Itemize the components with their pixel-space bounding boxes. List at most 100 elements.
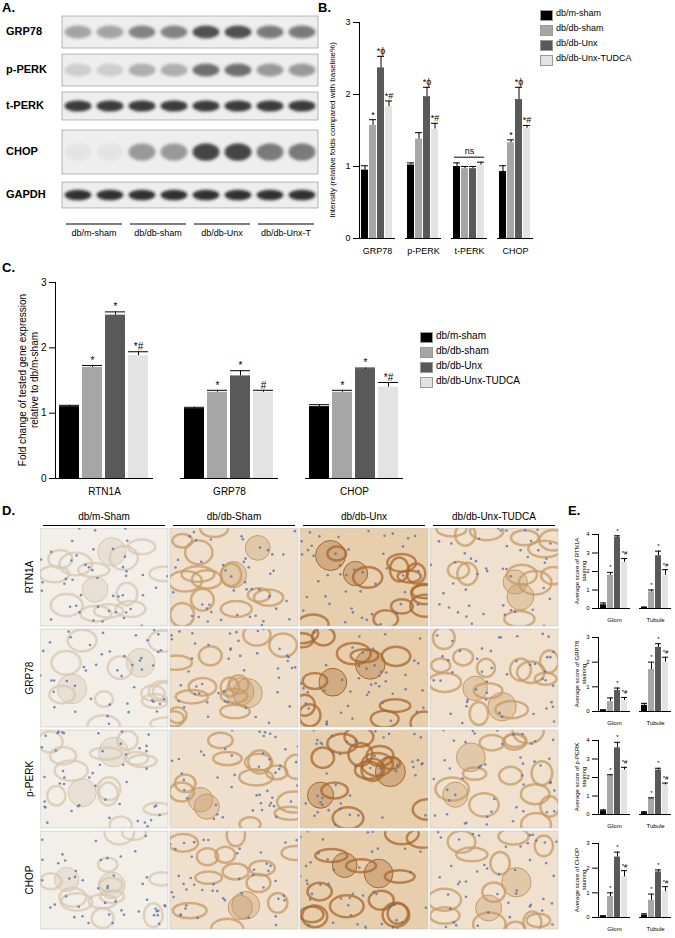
html-text:Average score of GRP78 stainin: Average score of GRP78 staining (574, 640, 587, 708)
svg-text:*ϕ: *ϕ (515, 77, 524, 87)
svg-text:*: * (650, 886, 653, 892)
html-text:Average score of CHOP staining: Average score of CHOP staining (574, 847, 587, 913)
svg-text:*: * (216, 380, 220, 391)
svg-text:#: # (261, 380, 267, 391)
svg-text:*#: *# (622, 759, 628, 765)
svg-text:*: * (239, 360, 243, 371)
html-text:E.: E. (568, 503, 581, 518)
svg-text:Glom: Glom (607, 720, 621, 726)
svg-text:*#: *# (663, 879, 669, 885)
svg-text:3: 3 (345, 17, 350, 27)
svg-text:3: 3 (586, 634, 590, 640)
html-text:CHOP: CHOP (6, 145, 38, 157)
svg-text:CHOP: CHOP (502, 246, 528, 256)
html-text:Fold change of tested gene exp: Fold change of tested gene expression re… (16, 293, 39, 467)
svg-text:GRP78: GRP78 (363, 246, 393, 256)
svg-text:4: 4 (586, 531, 590, 537)
svg-text:Tubule: Tubule (646, 617, 665, 623)
svg-text:3: 3 (586, 840, 590, 846)
svg-text:3: 3 (41, 277, 47, 288)
html-text:Average score of RTN1A stainin: Average score of RTN1A staining (574, 537, 587, 605)
svg-text:Tubule: Tubule (646, 823, 665, 829)
svg-text:1: 1 (586, 684, 590, 690)
svg-text:*ϕ: *ϕ (377, 46, 386, 56)
svg-text:*: * (509, 130, 513, 140)
svg-text:*#: *# (622, 689, 628, 695)
html-text:A.: A. (2, 0, 15, 15)
svg-text:0: 0 (41, 473, 47, 484)
svg-text:*: * (609, 885, 612, 891)
svg-text:*: * (609, 564, 612, 570)
html-text:p-PERK: p-PERK (6, 63, 47, 75)
svg-text:*: * (609, 767, 612, 773)
svg-text:*#: *# (523, 115, 532, 125)
svg-text:RTN1A: RTN1A (88, 486, 121, 497)
svg-text:3: 3 (586, 550, 590, 556)
svg-text:0: 0 (345, 233, 350, 243)
svg-text:4: 4 (586, 737, 590, 743)
svg-text:Tubule: Tubule (646, 720, 665, 726)
svg-text:*#: *# (622, 863, 628, 869)
svg-text:*: * (616, 528, 619, 534)
svg-text:CHOP: CHOP (340, 486, 369, 497)
svg-text:*: * (650, 654, 653, 660)
html-text:GAPDH: GAPDH (6, 188, 46, 200)
html-text:t-PERK: t-PERK (6, 99, 44, 111)
svg-text:*: * (616, 844, 619, 850)
html-text:db/db-sham: db/db-sham (436, 345, 489, 356)
svg-text:Glom: Glom (607, 617, 621, 623)
svg-text:*#: *# (134, 341, 144, 352)
html-text:B.: B. (318, 0, 331, 15)
svg-text:*: * (114, 301, 118, 312)
html-text:db/m-sham: db/m-sham (436, 330, 486, 341)
svg-text:*: * (364, 357, 368, 368)
html-text:CHOP: CHOP (24, 865, 36, 895)
html-text:D.: D. (2, 503, 15, 518)
svg-text:*#: *# (431, 113, 440, 123)
html-text:Average score of p-PERK staini: Average score of p-PERK staining (574, 742, 587, 812)
svg-text:Tubule: Tubule (646, 926, 665, 932)
svg-text:*#: *# (622, 550, 628, 556)
svg-text:*: * (371, 110, 375, 120)
svg-text:0: 0 (586, 914, 590, 920)
svg-text:*: * (657, 862, 660, 868)
svg-text:*#: *# (663, 775, 669, 781)
html-text:C.: C. (2, 260, 15, 275)
html-text:RTN1A: RTN1A (24, 560, 36, 594)
svg-text:*: * (616, 734, 619, 740)
html-text:GRP78: GRP78 (6, 25, 43, 37)
svg-text:3: 3 (586, 756, 590, 762)
svg-text:*: * (650, 790, 653, 796)
svg-text:GRP78: GRP78 (213, 486, 246, 497)
html-text:db/db-Unx: db/db-Unx (436, 360, 483, 371)
svg-text:*: * (341, 380, 345, 391)
html-text:GRP78: GRP78 (24, 661, 36, 695)
svg-text:1: 1 (586, 793, 590, 799)
svg-text:*: * (657, 760, 660, 766)
html-text:p-PERK: p-PERK (24, 760, 36, 798)
svg-text:*#: *# (663, 649, 669, 655)
svg-text:*: * (650, 582, 653, 588)
svg-text:Glom: Glom (607, 926, 621, 932)
svg-text:0: 0 (586, 811, 590, 817)
svg-text:1: 1 (41, 407, 47, 418)
svg-text:*: * (657, 636, 660, 642)
svg-text:*#: *# (384, 372, 394, 383)
svg-text:*#: *# (385, 91, 394, 101)
svg-text:*: * (91, 355, 95, 366)
svg-text:Glom: Glom (607, 823, 621, 829)
svg-text:2: 2 (345, 89, 350, 99)
svg-text:*ϕ: *ϕ (423, 77, 432, 87)
svg-text:t-PERK: t-PERK (454, 246, 484, 256)
svg-text:0: 0 (586, 708, 590, 714)
svg-text:1: 1 (345, 161, 350, 171)
svg-text:2: 2 (41, 342, 47, 353)
svg-text:*#: *# (663, 562, 669, 568)
svg-text:0: 0 (586, 605, 590, 611)
svg-text:p-PERK: p-PERK (407, 246, 440, 256)
svg-text:ns: ns (465, 146, 475, 156)
svg-text:1: 1 (586, 890, 590, 896)
svg-text:*: * (657, 543, 660, 549)
svg-text:*: * (616, 680, 619, 686)
svg-text:1: 1 (586, 587, 590, 593)
